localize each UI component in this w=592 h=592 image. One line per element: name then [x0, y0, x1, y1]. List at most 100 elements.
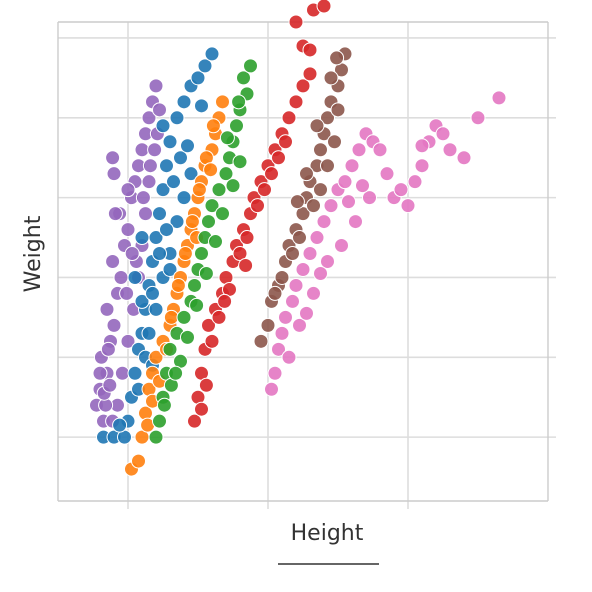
data-point: [169, 214, 185, 230]
data-point: [236, 70, 251, 86]
data-point: [194, 246, 209, 262]
data-points: [89, 0, 507, 477]
data-point: [92, 365, 108, 381]
data-point: [201, 317, 216, 333]
data-point: [238, 257, 254, 273]
data-point: [162, 341, 178, 357]
data-point: [159, 158, 174, 174]
data-point: [215, 94, 230, 110]
data-point: [208, 234, 223, 250]
data-point: [267, 285, 283, 301]
y-axis-label: Weight: [21, 215, 46, 292]
data-point: [187, 413, 202, 429]
data-point: [288, 277, 304, 293]
data-point: [348, 214, 363, 230]
series-1: [89, 78, 167, 429]
data-point: [163, 309, 179, 325]
data-point: [194, 401, 209, 417]
data-point: [135, 190, 151, 206]
data-point: [113, 269, 129, 285]
data-point: [138, 206, 153, 222]
data-point: [309, 230, 325, 246]
data-point: [99, 301, 115, 317]
data-point: [152, 413, 167, 429]
data-point: [112, 417, 128, 433]
data-point: [120, 182, 136, 198]
data-point: [302, 42, 318, 58]
data-point: [323, 70, 339, 86]
data-point: [100, 341, 116, 357]
data-point: [435, 126, 451, 142]
data-point: [313, 142, 328, 158]
data-point: [148, 78, 164, 94]
data-point: [302, 246, 318, 262]
data-point: [180, 329, 195, 345]
x-axis-label: Height: [291, 521, 364, 546]
data-point: [170, 277, 186, 293]
data-point: [400, 198, 416, 214]
data-point: [198, 377, 214, 393]
data-point: [239, 230, 255, 246]
data-point: [176, 94, 192, 110]
data-point: [190, 70, 206, 86]
data-point: [134, 293, 150, 309]
data-point: [142, 158, 158, 174]
data-point: [131, 453, 146, 469]
data-point: [107, 206, 123, 222]
data-point: [292, 230, 307, 246]
data-point: [204, 46, 220, 62]
data-point: [313, 265, 328, 281]
data-point: [316, 0, 332, 14]
data-point: [156, 397, 172, 413]
data-point: [329, 50, 345, 66]
series-4: [148, 58, 258, 445]
data-point: [257, 182, 272, 198]
data-point: [313, 182, 328, 198]
data-point: [169, 110, 185, 126]
data-point: [204, 333, 220, 349]
data-point: [162, 134, 178, 150]
data-point: [355, 178, 370, 194]
data-point: [274, 325, 290, 341]
data-point: [162, 261, 178, 277]
data-point: [127, 365, 143, 381]
data-point: [105, 254, 121, 269]
data-point: [219, 130, 235, 146]
data-point: [141, 325, 157, 341]
data-point: [211, 309, 227, 325]
data-point: [281, 110, 297, 126]
data-point: [114, 365, 130, 381]
data-point: [148, 349, 164, 365]
data-point: [442, 142, 458, 158]
data-point: [187, 277, 202, 293]
data-point: [177, 246, 193, 262]
data-point: [204, 198, 220, 214]
data-point: [393, 182, 409, 198]
series-5: [187, 0, 332, 429]
data-point: [372, 142, 388, 158]
data-point: [407, 174, 423, 190]
data-point: [155, 182, 171, 198]
data-point: [253, 333, 269, 349]
data-point: [152, 206, 167, 222]
data-point: [152, 246, 167, 262]
data-point: [271, 341, 286, 357]
series-6: [253, 46, 353, 349]
data-point: [337, 174, 353, 190]
data-point: [281, 349, 297, 365]
data-point: [491, 90, 507, 106]
data-point: [176, 190, 192, 206]
data-point: [215, 206, 230, 222]
data-point: [320, 254, 335, 269]
data-point: [148, 301, 164, 317]
data-point: [264, 381, 279, 397]
data-point: [120, 333, 136, 349]
data-point: [166, 174, 181, 190]
data-point: [278, 309, 293, 325]
data-point: [271, 150, 286, 166]
data-point: [288, 14, 304, 30]
data-point: [260, 317, 276, 333]
data-point: [362, 190, 377, 206]
data-point: [183, 166, 199, 182]
series-7: [264, 90, 507, 397]
